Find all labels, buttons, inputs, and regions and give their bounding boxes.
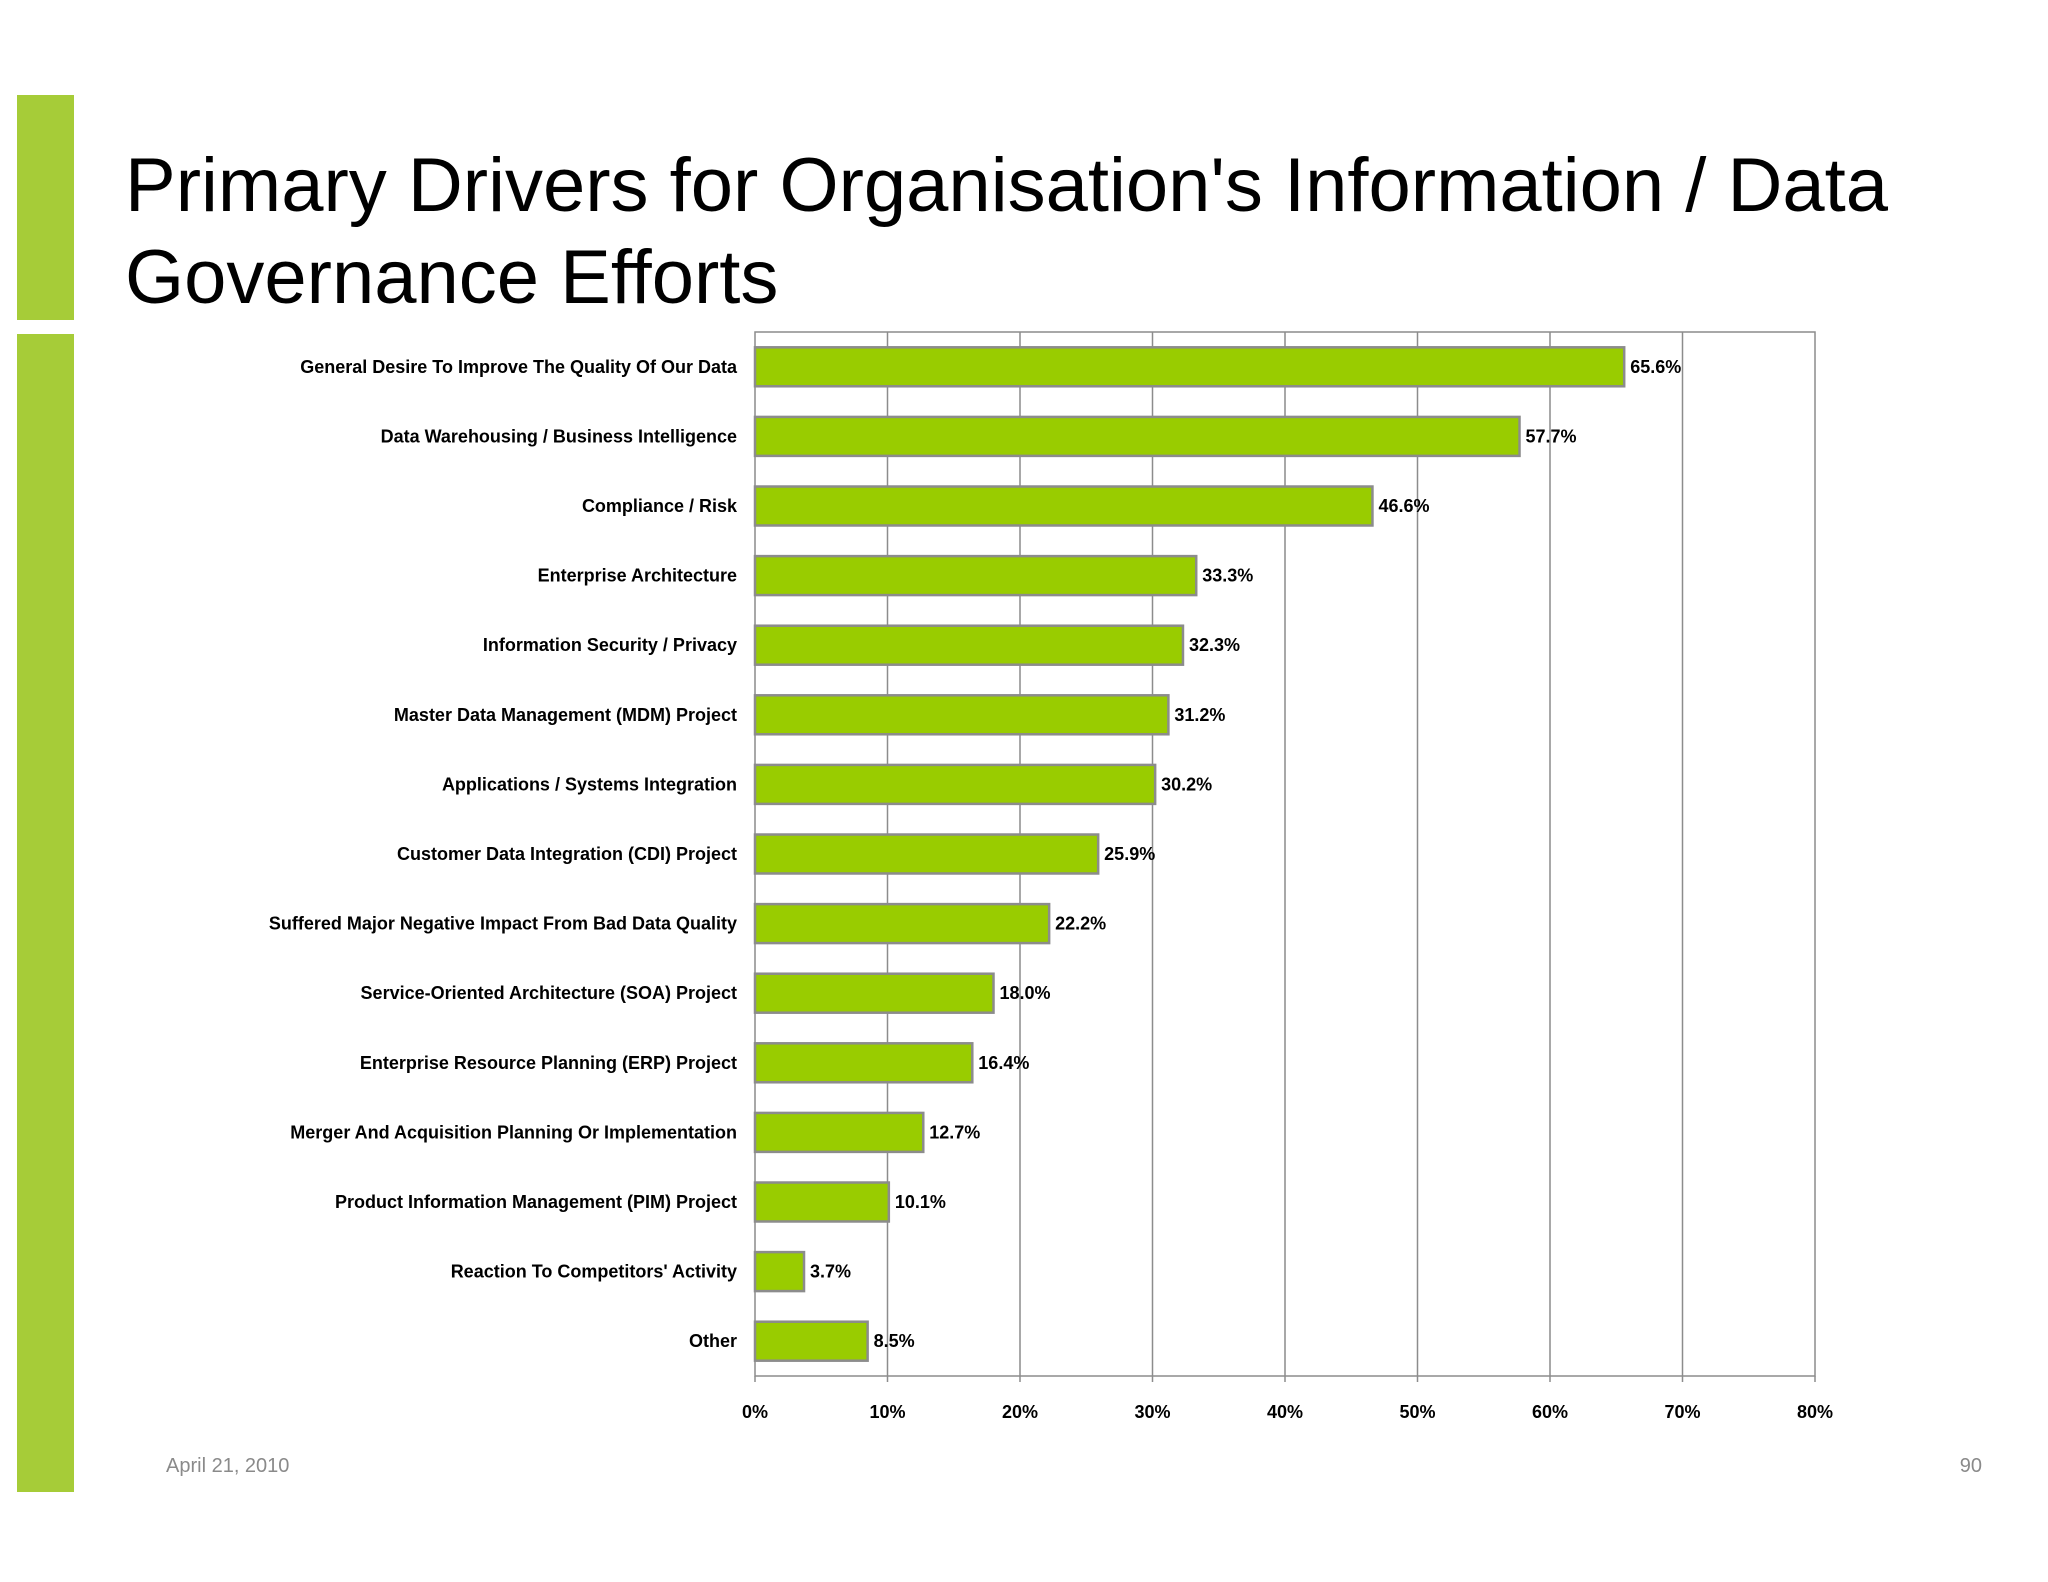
value-label: 10.1% xyxy=(895,1192,946,1212)
category-label: Master Data Management (MDM) Project xyxy=(394,705,737,725)
category-label: Reaction To Competitors' Activity xyxy=(451,1262,737,1282)
value-label: 32.3% xyxy=(1189,635,1240,655)
bar xyxy=(753,624,1185,666)
bar xyxy=(753,1320,869,1362)
category-label: General Desire To Improve The Quality Of… xyxy=(300,357,738,377)
value-label: 46.6% xyxy=(1378,496,1429,516)
accent-bar-top xyxy=(17,95,74,320)
bar xyxy=(753,694,1170,736)
category-label: Suffered Major Negative Impact From Bad … xyxy=(269,914,737,934)
bar xyxy=(753,833,1100,875)
bar xyxy=(753,972,995,1014)
bar xyxy=(753,554,1198,597)
bar xyxy=(753,485,1374,527)
category-label: Compliance / Risk xyxy=(582,496,738,516)
value-label: 18.0% xyxy=(1000,983,1051,1003)
accent-bar-bottom xyxy=(17,334,74,1492)
x-tick-label: 20% xyxy=(1002,1402,1038,1422)
value-label: 3.7% xyxy=(810,1262,851,1282)
bar xyxy=(753,1181,891,1223)
category-label: Enterprise Resource Planning (ERP) Proje… xyxy=(360,1053,737,1073)
category-label: Applications / Systems Integration xyxy=(442,774,737,794)
bar xyxy=(753,1042,974,1084)
category-label: Product Information Management (PIM) Pro… xyxy=(335,1192,737,1212)
category-label: Other xyxy=(689,1331,737,1351)
x-tick-label: 0% xyxy=(742,1402,768,1422)
bar xyxy=(753,1111,925,1154)
value-label: 65.6% xyxy=(1630,357,1681,377)
bar xyxy=(753,1250,806,1293)
x-tick-label: 70% xyxy=(1664,1402,1700,1422)
value-label: 25.9% xyxy=(1104,844,1155,864)
footer-date: April 21, 2010 xyxy=(166,1455,290,1477)
category-label: Enterprise Architecture xyxy=(538,566,737,586)
x-tick-label: 30% xyxy=(1134,1402,1170,1422)
bar xyxy=(753,346,1626,388)
category-label: Service-Oriented Architecture (SOA) Proj… xyxy=(361,983,737,1003)
value-label: 30.2% xyxy=(1161,774,1212,794)
slide-title: Primary Drivers for Organisation's Infor… xyxy=(125,143,1889,320)
x-tick-label: 40% xyxy=(1267,1402,1303,1422)
footer-page-number: 90 xyxy=(1959,1455,1982,1477)
category-label: Customer Data Integration (CDI) Project xyxy=(397,844,737,864)
value-label: 22.2% xyxy=(1055,914,1106,934)
category-label: Information Security / Privacy xyxy=(483,635,737,655)
bar xyxy=(753,763,1157,806)
bar xyxy=(753,902,1051,945)
value-label: 57.7% xyxy=(1526,426,1577,446)
x-tick-label: 80% xyxy=(1797,1402,1833,1422)
bar xyxy=(753,415,1521,458)
x-tick-label: 60% xyxy=(1532,1402,1568,1422)
value-label: 12.7% xyxy=(929,1122,980,1142)
category-label: Merger And Acquisition Planning Or Imple… xyxy=(290,1122,737,1142)
category-label: Data Warehousing / Business Intelligence xyxy=(381,426,737,446)
x-tick-label: 50% xyxy=(1399,1402,1435,1422)
x-tick-label: 10% xyxy=(869,1402,905,1422)
value-label: 16.4% xyxy=(978,1053,1029,1073)
value-label: 8.5% xyxy=(874,1331,915,1351)
value-label: 31.2% xyxy=(1174,705,1225,725)
value-label: 33.3% xyxy=(1202,566,1253,586)
